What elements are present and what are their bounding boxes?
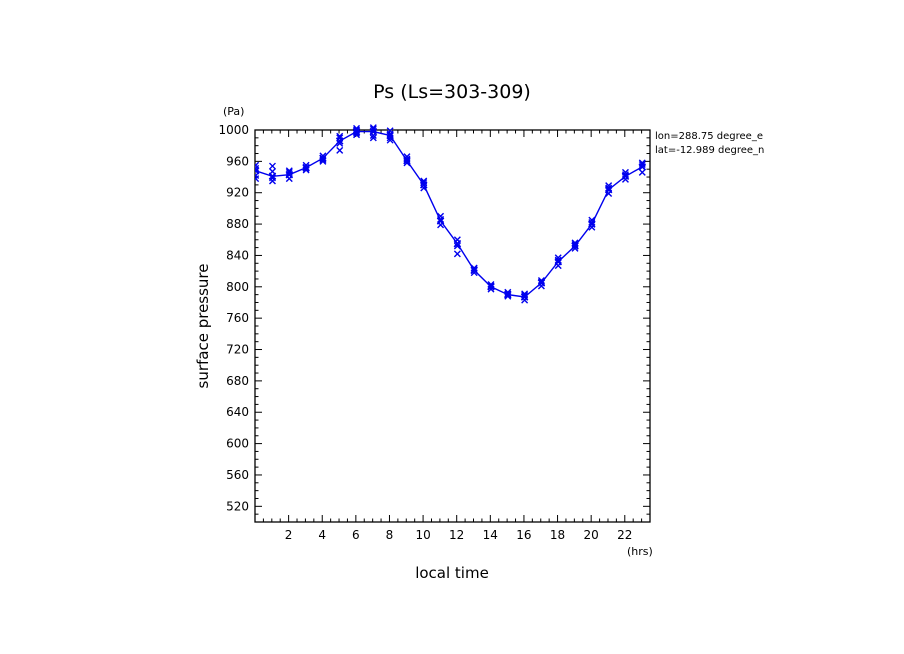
scatter-point	[336, 146, 344, 154]
series-point	[268, 172, 277, 181]
series-point	[588, 220, 596, 228]
series-point	[504, 290, 512, 299]
chart-title: Ps (Ls=303-309)	[373, 81, 531, 103]
series-point	[369, 127, 378, 136]
scatter-point	[336, 139, 344, 147]
series-line	[255, 130, 643, 298]
series-point	[470, 266, 478, 275]
scatter-point	[621, 171, 629, 179]
y-axis-label: surface pressure	[194, 264, 212, 389]
series-point	[302, 163, 310, 172]
y-tick-label: 800	[226, 280, 249, 294]
scatter-point	[420, 179, 428, 187]
y-tick-label: 520	[226, 499, 249, 513]
x-tick-label: 6	[352, 528, 360, 542]
x-tick-label: 12	[449, 528, 464, 542]
plot-area: 2 4 6 8 10 12 14 16 18 20 22 520 560 600 640 680 720 760 8…	[218, 123, 651, 542]
scatter-point	[605, 184, 613, 192]
series-point	[554, 257, 562, 266]
data-layer	[255, 124, 647, 304]
x-tick-label: 20	[584, 528, 599, 542]
series-point	[520, 293, 529, 301]
scatter-point	[521, 291, 529, 299]
scatter-point	[268, 162, 276, 170]
scatter-point	[319, 156, 327, 164]
series-point	[604, 185, 613, 194]
scatter-point	[255, 164, 260, 172]
series-point	[255, 167, 260, 175]
series-point	[335, 137, 344, 145]
scatter-point	[255, 175, 260, 183]
scatter-point	[638, 168, 646, 176]
y-tick-label: 600	[226, 437, 249, 451]
x-tick-label: 22	[617, 528, 632, 542]
annotation-lat: lat=-12.989 degree_n	[655, 145, 764, 156]
x-tick-label: 8	[386, 528, 394, 542]
scatter-point	[386, 134, 394, 142]
series-point	[436, 217, 445, 225]
y-unit-label: (Pa)	[223, 105, 244, 118]
scatter-point	[453, 250, 461, 258]
series-point	[285, 170, 294, 179]
series-point	[352, 127, 361, 136]
y-tick-label: 720	[226, 343, 249, 357]
x-tick-label: 16	[516, 528, 531, 542]
y-tick-label: 560	[226, 468, 249, 482]
series-point	[319, 154, 327, 162]
x-tick-label: 18	[550, 528, 565, 542]
y-tick-label: 920	[226, 186, 249, 200]
x-unit-label: (hrs)	[627, 545, 653, 558]
plot-frame	[254, 129, 651, 523]
series-point	[386, 131, 394, 140]
series-point	[621, 172, 630, 181]
scatter-point	[554, 256, 562, 264]
y-tick-label: 760	[226, 311, 249, 325]
series-point	[403, 156, 411, 165]
series-point	[638, 163, 647, 171]
series-point	[571, 242, 579, 250]
y-tick-label: 640	[226, 405, 249, 419]
series-point	[453, 239, 462, 248]
scatter-point	[638, 161, 646, 168]
series-point	[537, 279, 546, 287]
scatter-point	[255, 161, 260, 169]
series-point	[419, 181, 428, 189]
y-tick-label: 960	[226, 154, 249, 168]
scatter-point	[369, 134, 377, 142]
y-tick-label: 840	[226, 248, 249, 262]
y-tick-label: 680	[226, 374, 249, 388]
x-tick-label: 14	[483, 528, 498, 542]
annotation-lon: lon=288.75 degree_e	[655, 131, 763, 142]
x-tick-label: 10	[415, 528, 430, 542]
y-tick-label: 880	[226, 217, 249, 231]
x-axis-label: local time	[415, 564, 489, 582]
x-tick-label: 4	[318, 528, 326, 542]
x-tick-label: 2	[285, 528, 293, 542]
scatter-point	[537, 277, 545, 285]
series-point	[487, 283, 495, 291]
y-tick-label: 1000	[218, 123, 249, 137]
